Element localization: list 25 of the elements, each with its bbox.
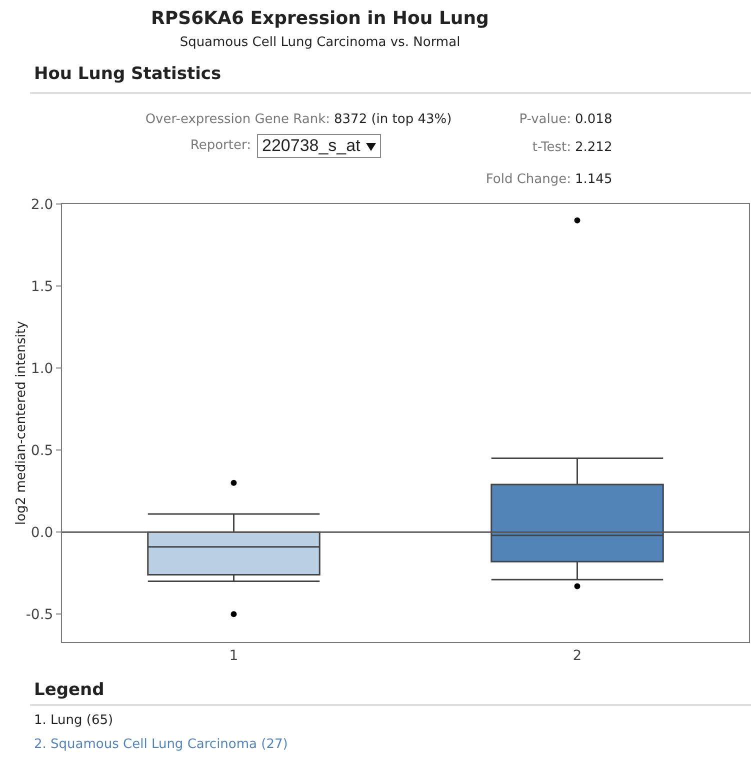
text: Over-expression Gene Rank: bbox=[145, 112, 330, 127]
text: Hou Lung Statistics bbox=[34, 64, 222, 84]
y-tick-label: -0.5 bbox=[26, 607, 54, 624]
x-tick-label: 1 bbox=[229, 648, 238, 664]
y-tick-label: 0.5 bbox=[30, 442, 54, 459]
text: 2. Squamous Cell Lung Carcinoma (27) bbox=[34, 737, 288, 752]
y-tick-label: 1.0 bbox=[30, 360, 54, 377]
text: Reporter: bbox=[190, 138, 251, 153]
text: Fold Change: bbox=[486, 172, 571, 187]
text: 2.212 bbox=[575, 140, 612, 155]
text: 0.018 bbox=[575, 112, 612, 127]
y-tick-label: 2.0 bbox=[30, 196, 54, 213]
chart-title: RPS6KA6 Expression in Hou Lung bbox=[150, 8, 490, 29]
x-tick-label: 2 bbox=[572, 648, 582, 664]
text: 1.145 bbox=[575, 172, 612, 187]
text: 220738_s_at bbox=[257, 134, 382, 158]
y-axis-title: log2 median-centered intensity bbox=[14, 320, 29, 525]
text: 8372 (in top 43%) bbox=[334, 112, 452, 127]
y-tick-label: 1.5 bbox=[30, 278, 54, 295]
text: 1. Lung (65) bbox=[34, 713, 114, 728]
y-tick-label: 0.0 bbox=[30, 524, 54, 541]
text: P-value: bbox=[519, 112, 571, 127]
chart-subtitle: Squamous Cell Lung Carcinoma vs. Normal bbox=[178, 35, 462, 50]
text: Legend bbox=[34, 680, 104, 700]
text: t-Test: bbox=[532, 140, 571, 155]
